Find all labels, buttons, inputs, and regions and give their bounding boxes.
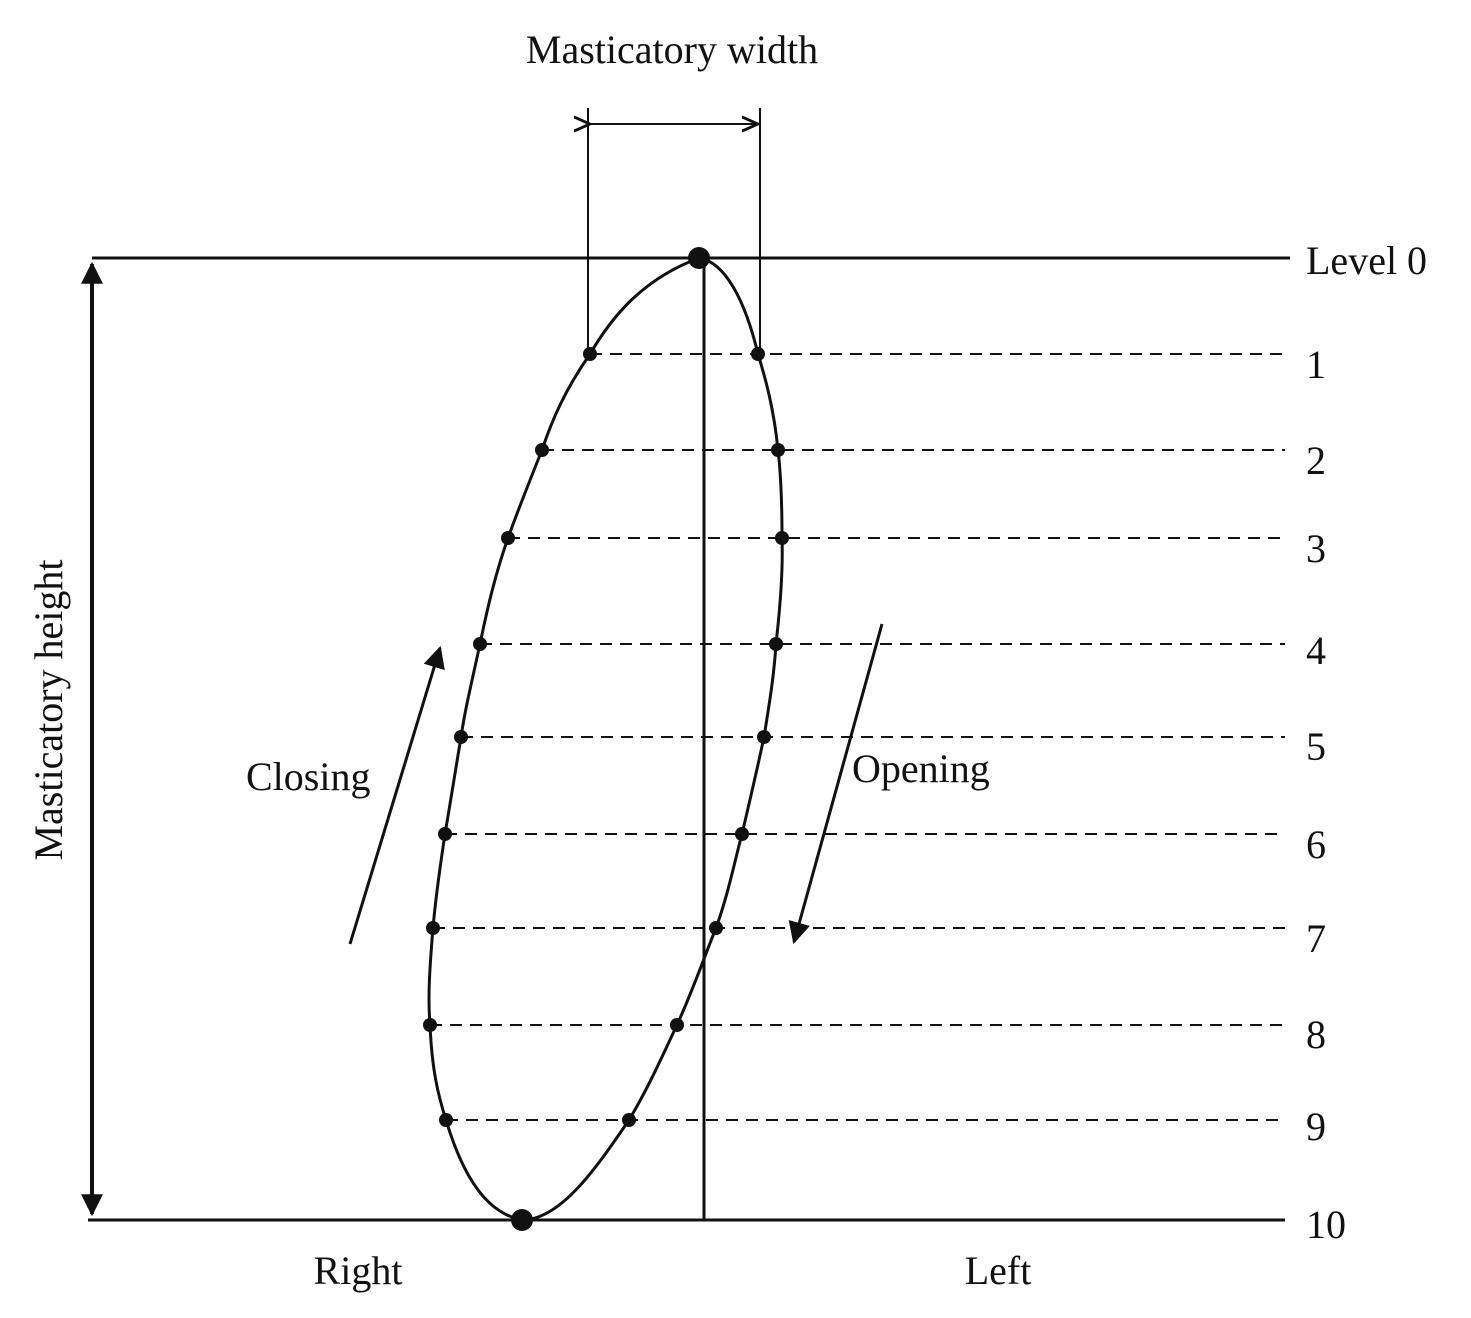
masticatory-width-label: Masticatory width xyxy=(526,27,818,72)
level-label: 5 xyxy=(1306,724,1326,769)
level-label: 10 xyxy=(1306,1202,1346,1247)
cycle-points xyxy=(423,247,789,1231)
masticatory-width-bracket xyxy=(588,108,761,354)
closing-label: Closing xyxy=(246,754,370,799)
level-label: 8 xyxy=(1306,1012,1326,1057)
level-label: 3 xyxy=(1306,526,1326,571)
chewing-cycle-loop xyxy=(427,256,784,1222)
level-label: 2 xyxy=(1306,438,1326,483)
closing-arrow xyxy=(348,645,445,945)
opening-arrow xyxy=(788,623,884,945)
left-side-label: Left xyxy=(965,1248,1032,1293)
level-label: 6 xyxy=(1306,822,1326,867)
dashed-level-lines xyxy=(430,353,1285,1121)
level-labels: Level 0 1 2 3 4 5 6 7 8 9 10 xyxy=(1306,238,1427,1247)
level-label: 9 xyxy=(1306,1104,1326,1149)
level-label: 7 xyxy=(1306,916,1326,961)
level-label: 1 xyxy=(1306,342,1326,387)
level-label: Level 0 xyxy=(1306,238,1427,283)
opening-label: Opening xyxy=(852,746,990,791)
level-label: 4 xyxy=(1306,628,1326,673)
masticatory-height-label: Masticatory height xyxy=(26,559,71,860)
right-side-label: Right xyxy=(314,1248,403,1293)
